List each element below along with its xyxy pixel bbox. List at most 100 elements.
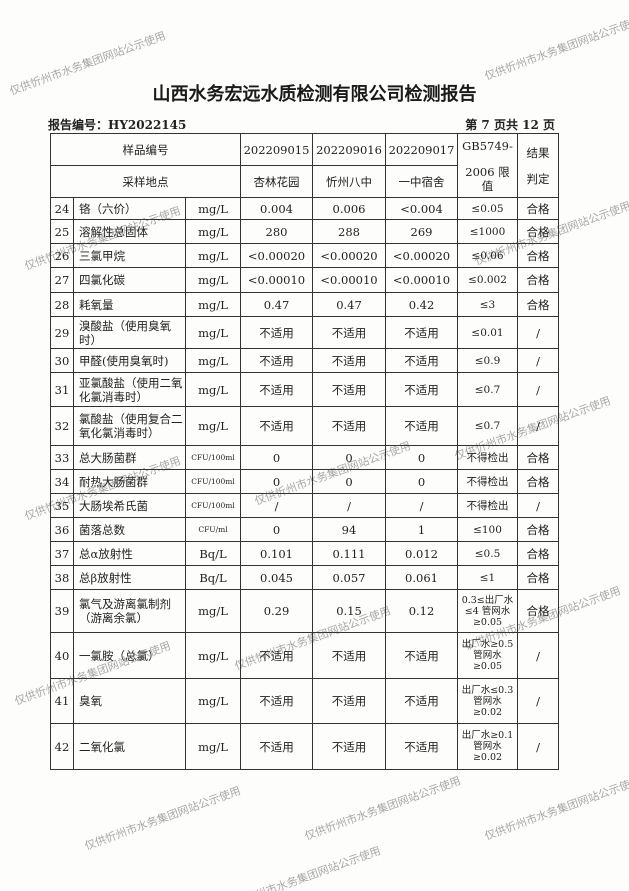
item-name: 溴酸盐（使用臭氧时） <box>73 316 186 349</box>
value: <0.00020 <box>240 243 313 268</box>
item-name: 总大肠菌群 <box>73 445 186 470</box>
limit: 0.3≤出厂水≤4 管网水≥0.05 <box>457 589 518 633</box>
value: 0.045 <box>240 565 313 590</box>
item-no: 38 <box>50 565 74 590</box>
limit: 不得检出 <box>457 493 518 518</box>
limit: ≤0.002 <box>457 267 518 293</box>
table-row: 28 耗氧量 mg/L 0.47 0.47 0.42 ≤3 合格 <box>50 292 559 317</box>
result: 合格 <box>517 541 559 566</box>
result: / <box>517 348 559 373</box>
value: 不适用 <box>312 632 386 679</box>
table-row: 35 大肠埃希氏菌 CFU/100ml / / / 不得检出 / <box>50 493 559 518</box>
result: 合格 <box>517 445 559 470</box>
result: 合格 <box>517 469 559 494</box>
item-no: 29 <box>50 316 74 349</box>
limit: 不得检出 <box>457 445 518 470</box>
report-number: 报告编号：HY2022145 <box>48 118 187 132</box>
value: <0.00020 <box>385 243 458 268</box>
value: 0 <box>240 517 313 542</box>
table-row: 34 耐热大肠菌群 CFU/100ml 0 0 0 不得检出 合格 <box>50 469 559 494</box>
result: / <box>517 493 559 518</box>
unit: mg/L <box>185 348 241 373</box>
result-header-line: 判定 <box>526 171 550 186</box>
item-no: 40 <box>50 632 74 679</box>
unit: mg/L <box>185 197 241 220</box>
site-label: 采样地点 <box>50 165 241 198</box>
item-no: 36 <box>50 517 74 542</box>
unit: mg/L <box>185 292 241 317</box>
result-header: 结果 判定 <box>517 133 559 198</box>
value: 0.012 <box>385 541 458 566</box>
value: / <box>312 493 386 518</box>
table-row: 38 总β放射性 Bq/L 0.045 0.057 0.061 ≤1 合格 <box>50 565 559 590</box>
item-name: 铬（六价） <box>73 197 186 220</box>
value: 0.47 <box>312 292 386 317</box>
value: 0.47 <box>240 292 313 317</box>
limit: ≤0.7 <box>457 406 518 446</box>
limit: ≤1 <box>457 565 518 590</box>
watermark: 仅供忻州市水务集团网站公示使用 <box>302 774 463 843</box>
watermark: 仅供忻州市水务集团网站公示使用 <box>82 784 243 853</box>
item-no: 33 <box>50 445 74 470</box>
header-row-site: 采样地点 杏林花园 忻州八中 一中宿舍 <box>50 165 559 198</box>
item-name: 亚氯酸盐（使用二氧化氯消毒时） <box>73 372 186 407</box>
item-no: 37 <box>50 541 74 566</box>
unit: mg/L <box>185 678 241 724</box>
result: 合格 <box>517 589 559 633</box>
value: 不适用 <box>312 723 386 770</box>
value: 不适用 <box>385 723 458 770</box>
item-no: 25 <box>50 219 74 244</box>
item-name: 四氯化碳 <box>73 267 186 293</box>
value: 0 <box>312 469 386 494</box>
unit: mg/L <box>185 723 241 770</box>
item-name: 甲醛(使用臭氧时) <box>73 348 186 373</box>
value: 288 <box>312 219 386 244</box>
value: 不适用 <box>312 406 386 446</box>
value: 0 <box>240 469 313 494</box>
result: / <box>517 723 559 770</box>
table-row: 26 三氯甲烷 mg/L <0.00020 <0.00020 <0.00020 ≤0.06 合… <box>50 243 559 268</box>
unit: mg/L <box>185 406 241 446</box>
site: 杏林花园 <box>240 165 313 198</box>
value: 0.101 <box>240 541 313 566</box>
unit: Bq/L <box>185 541 241 566</box>
unit: mg/L <box>185 589 241 633</box>
value: 不适用 <box>240 406 313 446</box>
sample-no-label: 样品编号 <box>50 133 241 166</box>
value: 0.15 <box>312 589 386 633</box>
table-row: 39 氯气及游离氯制剂（游离余氯） mg/L 0.29 0.15 0.12 0.3≤出厂水≤… <box>50 589 559 633</box>
item-name: 二氧化氯 <box>73 723 186 770</box>
limit: ≤100 <box>457 517 518 542</box>
limit: ≤0.06 <box>457 243 518 268</box>
result: / <box>517 372 559 407</box>
unit: Bq/L <box>185 565 241 590</box>
table-row: 40 一氯胺（总氯） mg/L 不适用 不适用 不适用 出厂水≥0.5 管网水≥0.05/ <box>50 632 559 679</box>
value: 0.006 <box>312 197 386 220</box>
item-no: 24 <box>50 197 74 220</box>
unit: mg/L <box>185 632 241 679</box>
result: 合格 <box>517 219 559 244</box>
limit: 出厂水≥0.5 管网水≥0.05 <box>457 632 518 679</box>
value: 0.061 <box>385 565 458 590</box>
watermark: 仅供忻州市水务集团网站公示使用 <box>482 14 629 83</box>
item-no: 26 <box>50 243 74 268</box>
result: 合格 <box>517 292 559 317</box>
limit-header-line: GB5749- <box>462 138 513 153</box>
item-name: 三氯甲烷 <box>73 243 186 268</box>
value: 280 <box>240 219 313 244</box>
value: 不适用 <box>385 632 458 679</box>
table-row: 37 总α放射性 Bq/L 0.101 0.111 0.012 ≤0.5 合格 <box>50 541 559 566</box>
item-no: 28 <box>50 292 74 317</box>
value: <0.004 <box>385 197 458 220</box>
sample-no: 202209015 <box>240 133 313 166</box>
value: 不适用 <box>312 348 386 373</box>
value: / <box>240 493 313 518</box>
value: 94 <box>312 517 386 542</box>
value: 0.057 <box>312 565 386 590</box>
limit: ≤0.9 <box>457 348 518 373</box>
limit-header-line: 2006 限值 <box>465 164 510 193</box>
value: 不适用 <box>312 316 386 349</box>
value: 0.29 <box>240 589 313 633</box>
value: <0.00010 <box>240 267 313 293</box>
value: 不适用 <box>385 678 458 724</box>
